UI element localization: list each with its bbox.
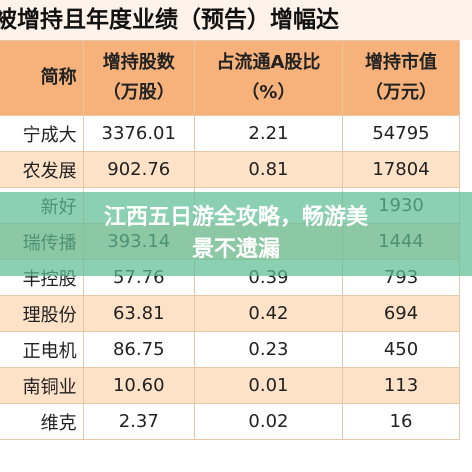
table-row: 维克 2.37 0.02 16 — [0, 403, 461, 440]
header-cell: 增持市值 （万元） — [341, 40, 461, 116]
cell-text: 694 — [383, 303, 419, 324]
table-row: 宁成大 3376.01 2.21 54795 — [0, 115, 461, 152]
cell-text: 0.01 — [248, 375, 289, 396]
table-cell: 农发展 — [0, 151, 84, 188]
header-cell: 占流通A股比 （%） — [193, 40, 343, 116]
header-text: （%） — [241, 82, 296, 103]
table-cell: 2.21 — [193, 115, 343, 152]
cell-text: 54795 — [372, 123, 430, 144]
overlay-banner: 江西五日游全攻略，畅游美 景不遗漏 — [0, 192, 472, 276]
table-cell: 694 — [341, 295, 461, 332]
table-cell: 54795 — [341, 115, 461, 152]
cell-text: 维克 — [40, 412, 77, 434]
cell-text: 南铜业 — [22, 376, 77, 398]
header-text: 增持股数 — [102, 52, 175, 73]
cell-text: 0.42 — [248, 303, 289, 324]
table-cell: 0.23 — [193, 331, 343, 368]
table-cell: 113 — [341, 367, 461, 404]
cell-text: 3376.01 — [101, 123, 176, 144]
cell-text: 902.76 — [107, 159, 171, 180]
table-cell: 0.02 — [193, 403, 343, 440]
table-cell: 维克 — [0, 403, 84, 440]
cell-text: 10.60 — [112, 375, 165, 396]
header-text: （万股） — [102, 82, 175, 103]
table-cell: 0.42 — [193, 295, 343, 332]
header-text: 占流通A股比 — [216, 52, 321, 73]
cell-text: 0.81 — [248, 159, 289, 180]
cell-text: 宁成大 — [22, 124, 77, 146]
cell-text: 0.02 — [248, 411, 289, 432]
table-cell: 宁成大 — [0, 115, 84, 152]
overlay-text: 江西五日游全攻略，畅游美 — [103, 205, 368, 230]
header-row: 简称 增持股数 （万股） 占流通A股比 （%） 增持市值 （万元） — [0, 40, 461, 116]
table-cell: 63.81 — [82, 295, 195, 332]
table-cell: 0.81 — [193, 151, 343, 188]
cell-text: 17804 — [372, 159, 430, 180]
header-cell: 简称 — [0, 40, 84, 116]
table-cell: 3376.01 — [82, 115, 195, 152]
cell-text: 正电机 — [22, 340, 77, 362]
cell-text: 113 — [383, 375, 419, 396]
cell-text: 2.37 — [118, 411, 159, 432]
table-row: 正电机 86.75 0.23 450 — [0, 331, 461, 368]
overlay-text: 景不遗漏 — [191, 237, 280, 262]
table-row: 南铜业 10.60 0.01 113 — [0, 367, 461, 404]
table-cell: 0.01 — [193, 367, 343, 404]
header-text: （万元） — [364, 82, 437, 103]
header-text: 增持市值 — [364, 52, 437, 73]
table-cell: 16 — [341, 403, 461, 440]
table-cell: 86.75 — [82, 331, 195, 368]
table-cell: 理股份 — [0, 295, 84, 332]
table-cell: 正电机 — [0, 331, 84, 368]
table-cell: 17804 — [341, 151, 461, 188]
cell-text: 63.81 — [112, 303, 165, 324]
title: 被增持且年度业绩（预告）增幅达 — [0, 0, 472, 40]
table-cell: 2.37 — [82, 403, 195, 440]
table-cell: 902.76 — [82, 151, 195, 188]
cell-text: 86.75 — [112, 339, 165, 360]
table-cell: 南铜业 — [0, 367, 84, 404]
table-cell: 450 — [341, 331, 461, 368]
cell-text: 0.23 — [248, 339, 289, 360]
cell-text: 450 — [383, 339, 419, 360]
table-row: 农发展 902.76 0.81 17804 — [0, 151, 461, 188]
cell-text: 理股份 — [22, 304, 77, 326]
table-row: 理股份 63.81 0.42 694 — [0, 295, 461, 332]
cell-text: 2.21 — [248, 123, 289, 144]
cell-text: 16 — [389, 411, 413, 432]
header-cell: 增持股数 （万股） — [82, 40, 195, 116]
cell-text: 农发展 — [22, 160, 77, 182]
header-text: 简称 — [40, 67, 77, 88]
table-cell: 10.60 — [82, 367, 195, 404]
